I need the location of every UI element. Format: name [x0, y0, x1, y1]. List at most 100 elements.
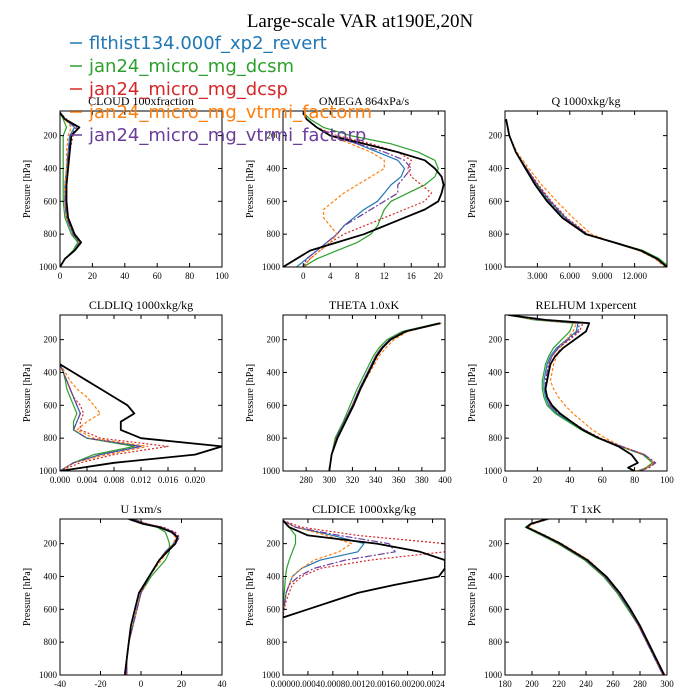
x-tick-label: 0.0016	[370, 679, 395, 689]
y-tick-label: 600	[267, 196, 281, 206]
y-axis-label: Pressure [hPa]	[22, 160, 33, 218]
y-tick-label: 200	[489, 539, 503, 549]
x-tick-label: 0	[301, 271, 306, 281]
series-line	[508, 315, 655, 471]
series-line	[525, 519, 664, 675]
x-tick-label: 100	[660, 475, 674, 485]
x-tick-label: 12.000	[622, 271, 647, 281]
y-axis-label: Pressure [hPa]	[22, 568, 33, 626]
series-line	[283, 519, 445, 619]
y-tick-label: 600	[44, 604, 58, 614]
y-tick-label: 1000	[39, 262, 58, 272]
series-line	[126, 519, 181, 675]
series-line	[302, 112, 433, 267]
x-tick-label: 40	[120, 271, 130, 281]
series-line	[328, 322, 439, 471]
panel-title: Q 1000xkg/kg	[552, 94, 621, 108]
y-axis-label: Pressure [hPa]	[22, 364, 33, 422]
x-tick-label: 0.008	[104, 475, 125, 485]
y-axis-label: Pressure [hPa]	[467, 568, 478, 626]
x-tick-label: 80	[630, 475, 640, 485]
series-line	[505, 119, 667, 267]
y-tick-label: 200	[267, 335, 281, 345]
series-line	[126, 519, 181, 675]
x-tick-label: 60	[153, 271, 163, 281]
plot-frame	[282, 314, 446, 472]
series-line	[126, 519, 170, 675]
x-tick-label: 300	[660, 679, 674, 689]
legend-item: flthist134.000f_xp2_revert	[70, 33, 327, 54]
x-tick-label: -40	[54, 679, 66, 689]
legend-label: jan24_micro_mg_vtrmi_factorm	[88, 102, 372, 123]
x-tick-label: 20	[88, 271, 98, 281]
x-tick-label: 0.012	[131, 475, 151, 485]
y-axis-label: Pressure [hPa]	[245, 364, 256, 422]
y-tick-label: 800	[267, 637, 281, 647]
y-tick-label: 400	[44, 367, 58, 377]
y-tick-label: 200	[267, 131, 281, 141]
y-tick-label: 1000	[484, 466, 503, 476]
y-tick-label: 1000	[262, 670, 281, 680]
x-tick-label: 0.000	[50, 475, 71, 485]
legend-label: flthist134.000f_xp2_revert	[89, 33, 327, 54]
y-tick-label: 1000	[39, 670, 58, 680]
x-tick-label: 20	[434, 271, 444, 281]
x-tick-label: 6.000	[560, 271, 581, 281]
series-line	[60, 112, 81, 267]
legend: flthist134.000f_xp2_revertjan24_micro_mg…	[70, 33, 372, 146]
series-line	[508, 315, 639, 471]
y-tick-label: 1000	[484, 670, 503, 680]
series-line	[60, 363, 222, 471]
x-tick-label: 9.000	[592, 271, 613, 281]
series-line	[505, 119, 667, 267]
series-line	[508, 315, 655, 471]
series-line	[328, 322, 441, 471]
y-tick-label: 600	[489, 196, 503, 206]
plot-frame	[282, 110, 446, 268]
x-tick-label: 8	[355, 271, 360, 281]
x-tick-label: 20	[177, 679, 187, 689]
series-line	[505, 119, 667, 266]
x-tick-label: 300	[323, 475, 337, 485]
series-line	[126, 519, 178, 675]
x-tick-label: 340	[369, 475, 383, 485]
y-tick-label: 1000	[39, 466, 58, 476]
y-tick-label: 200	[489, 335, 503, 345]
panel-title: CLOUD 100xfraction	[88, 94, 194, 108]
legend-item: jan24_micro_mg_dcsp	[70, 79, 288, 100]
x-tick-label: 16	[407, 271, 417, 281]
x-tick-label: 80	[185, 271, 195, 281]
x-tick-label: 280	[633, 679, 647, 689]
series-line	[302, 112, 385, 267]
y-tick-label: 800	[489, 229, 503, 239]
y-axis-label: Pressure [hPa]	[467, 160, 478, 218]
y-tick-label: 600	[267, 400, 281, 410]
y-tick-label: 400	[44, 163, 58, 173]
panel: CLDICE 1000xkg/kg Pressure [hPa] 200 400 600…	[245, 502, 446, 689]
y-axis-label: Pressure [hPa]	[245, 160, 256, 218]
x-tick-label: 20	[533, 475, 543, 485]
y-tick-label: 200	[44, 335, 58, 345]
panel-title: U 1xm/s	[120, 502, 161, 516]
plot-frame	[59, 518, 223, 676]
x-tick-label: 0.0024	[420, 679, 445, 689]
x-tick-label: 40	[218, 679, 228, 689]
series-line	[302, 112, 439, 267]
series-line	[508, 315, 655, 471]
panel-title: CLDICE 1000xkg/kg	[312, 502, 416, 516]
x-tick-label: 180	[498, 679, 512, 689]
series-line	[508, 315, 657, 471]
x-tick-label: 240	[579, 679, 593, 689]
legend-label: jan24_micro_mg_dcsm	[88, 56, 294, 77]
panel: THETA 1.0xK Pressure [hPa] 200 400 600 800 100…	[245, 298, 452, 485]
x-tick-label: 0.0012	[345, 679, 370, 689]
y-tick-label: 200	[267, 539, 281, 549]
x-tick-label: 0.0000	[271, 679, 296, 689]
x-tick-label: 60	[598, 475, 608, 485]
series-line	[60, 364, 135, 471]
